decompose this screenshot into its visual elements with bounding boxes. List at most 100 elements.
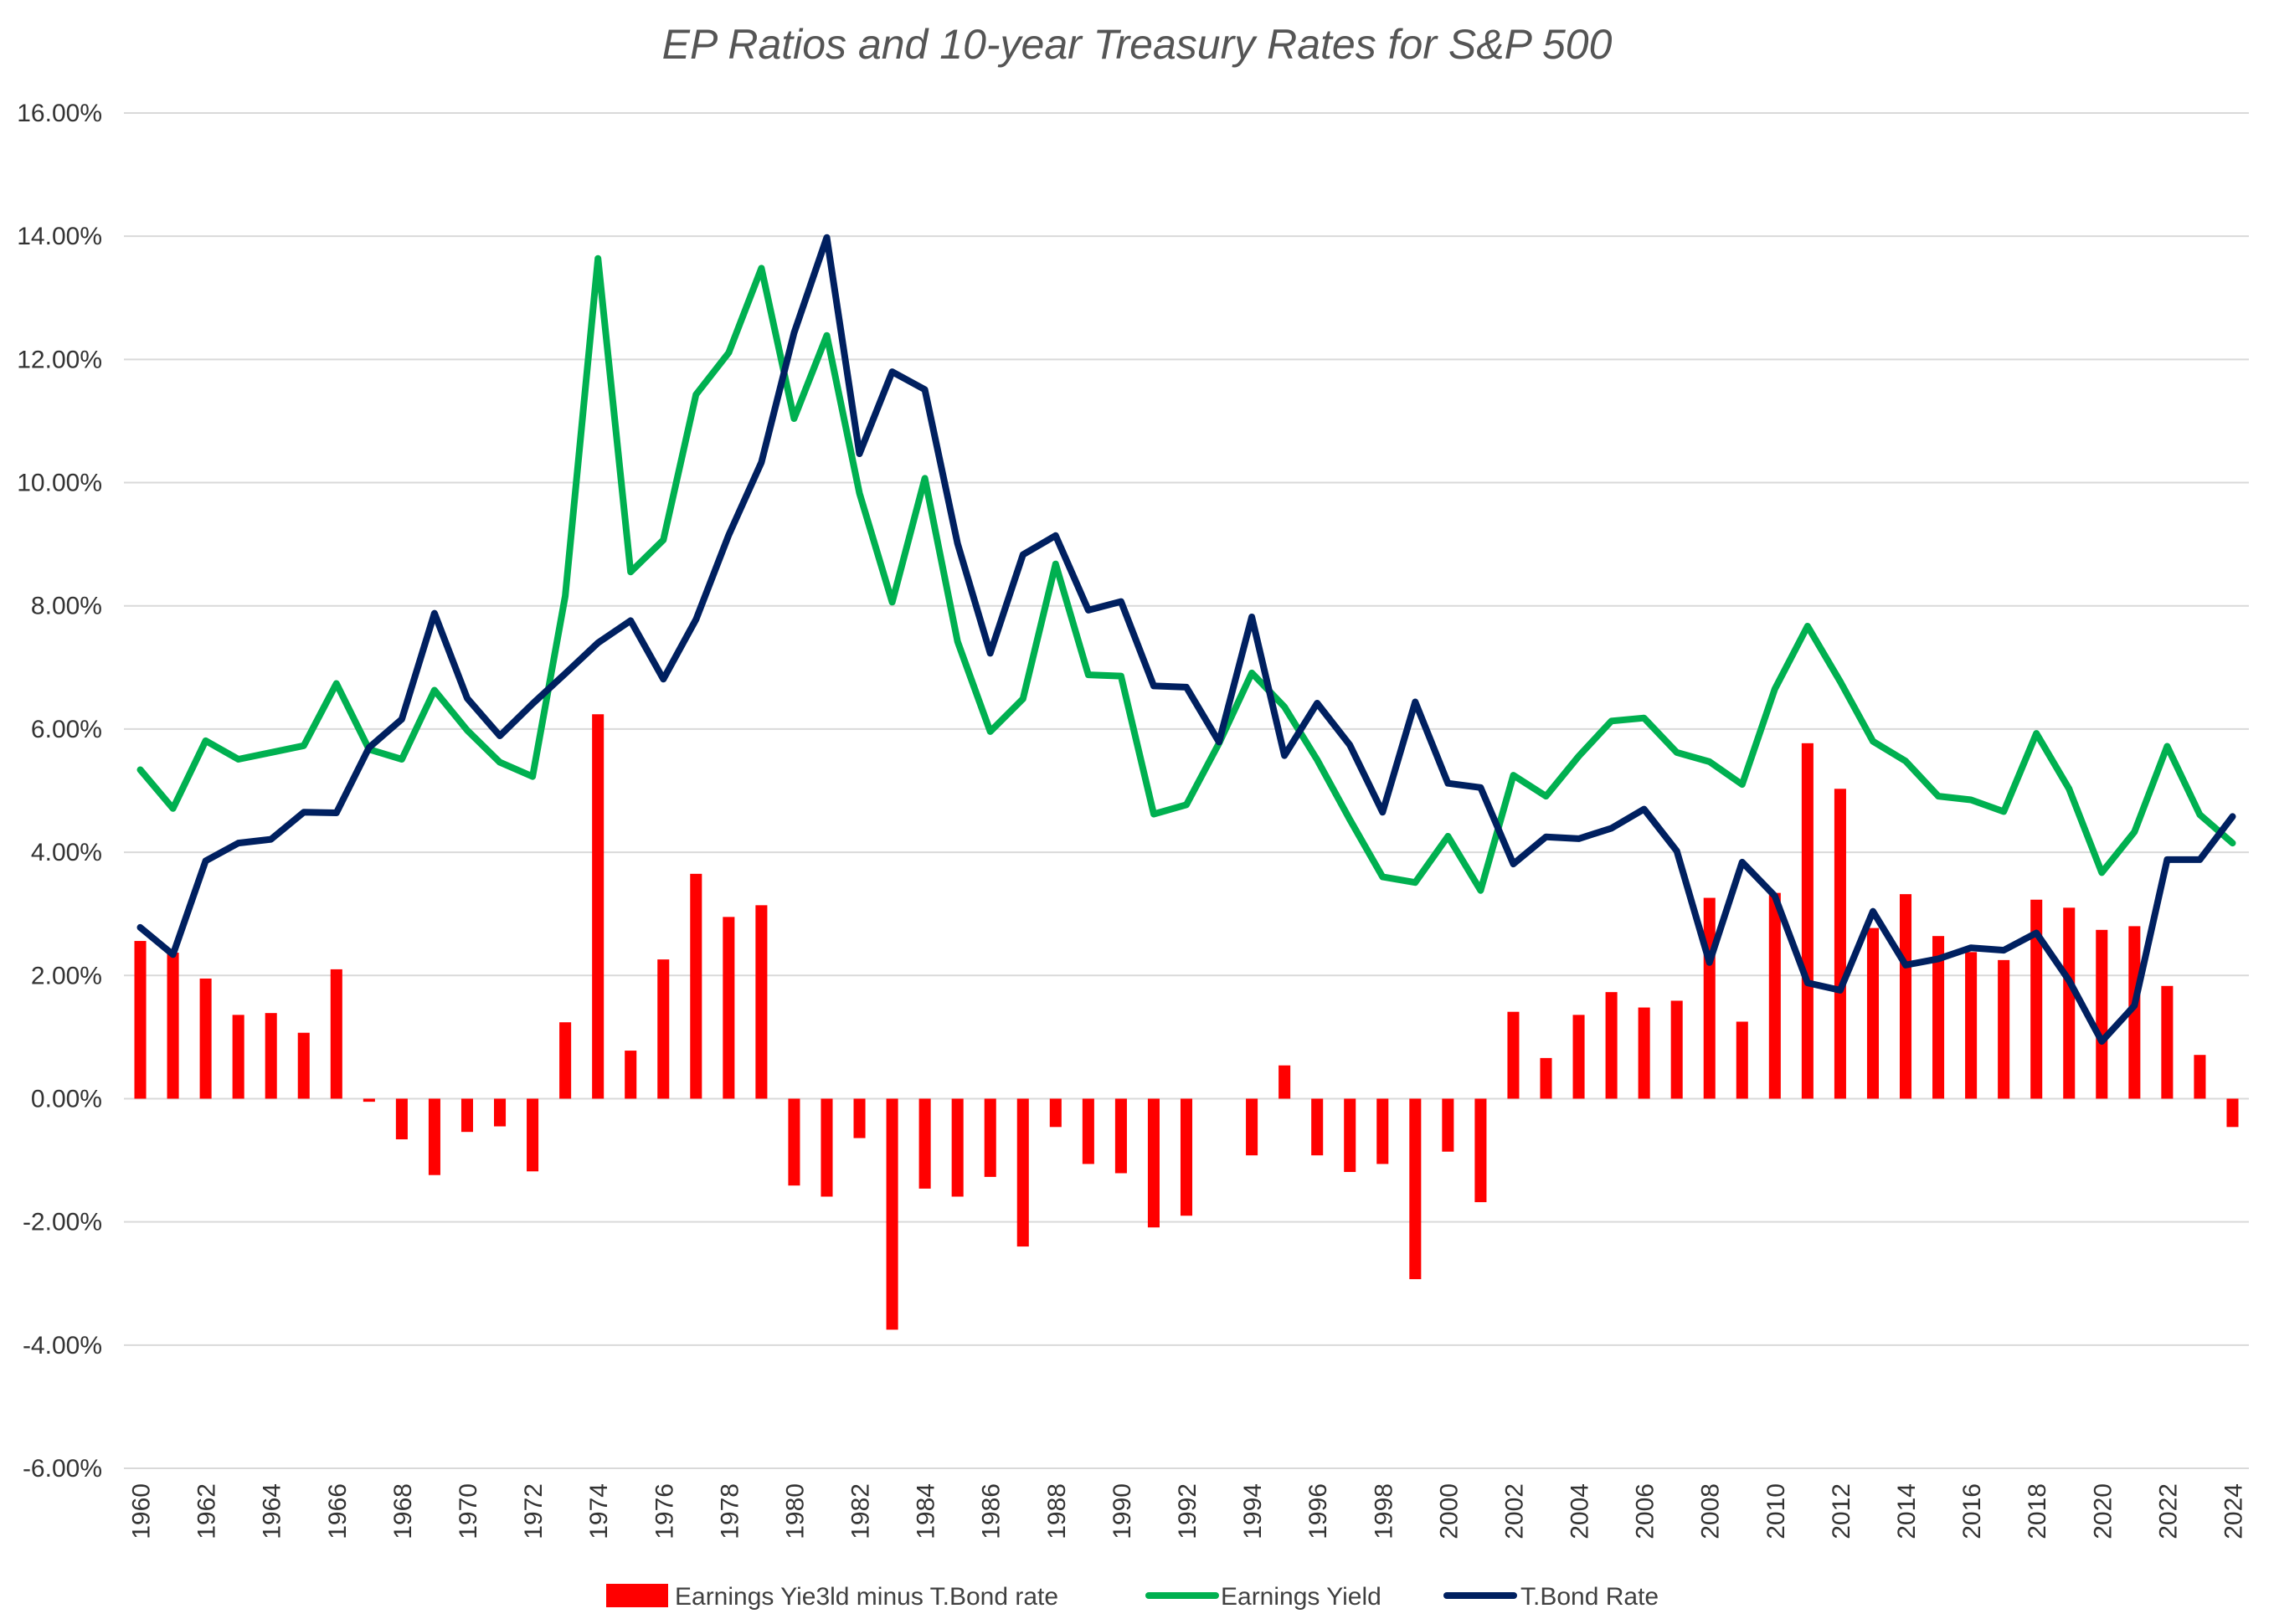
bar-2004 — [1572, 1015, 1585, 1099]
bar-2010 — [1768, 892, 1781, 1099]
x-tick-label: 1990 — [1109, 1483, 1136, 1539]
x-tick-label: 1964 — [259, 1483, 286, 1539]
x-tick-label: 2002 — [1500, 1483, 1528, 1539]
bar-2016 — [1965, 952, 1978, 1099]
bar-series — [134, 714, 2239, 1330]
bar-1980 — [788, 1098, 800, 1186]
bar-1960 — [134, 941, 147, 1099]
bar-2019 — [2063, 907, 2076, 1099]
x-tick-label: 2014 — [1893, 1483, 1921, 1539]
bar-1971 — [494, 1098, 507, 1127]
x-tick-label: 1982 — [847, 1483, 875, 1539]
legend-label: Earnings Yie3ld minus T.Bond rate — [675, 1583, 1058, 1611]
bar-1991 — [1147, 1098, 1160, 1228]
bar-2024 — [2226, 1098, 2239, 1128]
bar-1985 — [951, 1098, 964, 1197]
bar-1989 — [1082, 1098, 1094, 1164]
legend-label: T.Bond Rate — [1520, 1583, 1659, 1611]
x-tick-label: 1998 — [1370, 1483, 1397, 1539]
bar-1996 — [1311, 1098, 1324, 1156]
y-tick-label: 6.00% — [31, 716, 102, 743]
bar-2005 — [1605, 992, 1618, 1099]
chart-title: EP Ratios and 10-year Treasury Rates for… — [662, 21, 1613, 68]
x-tick-label: 2008 — [1697, 1483, 1725, 1539]
x-tick-label: 2018 — [2024, 1483, 2051, 1539]
x-tick-label: 2006 — [1632, 1483, 1659, 1539]
bar-2006 — [1638, 1007, 1650, 1099]
x-tick-label: 1968 — [389, 1483, 417, 1539]
legend: Earnings Yie3ld minus T.Bond rate Earning… — [606, 1583, 1659, 1611]
bar-1984 — [918, 1098, 931, 1189]
bar-2007 — [1670, 1000, 1683, 1099]
bar-1992 — [1180, 1098, 1193, 1216]
bar-1986 — [984, 1098, 996, 1177]
x-tick-label: 1976 — [651, 1483, 678, 1539]
y-axis-tick-labels: 16.00% 14.00% 12.00% 10.00% 8.00% 6.00% 4.00% 2… — [17, 100, 102, 1483]
x-tick-label: 1994 — [1239, 1483, 1267, 1539]
y-tick-label: -6.00% — [23, 1455, 102, 1483]
x-tick-label: 2010 — [1762, 1483, 1790, 1539]
bar-2022 — [2161, 985, 2174, 1099]
x-tick-label: 1962 — [193, 1483, 221, 1539]
bar-1961 — [167, 953, 179, 1099]
bar-2015 — [1932, 936, 1945, 1099]
y-tick-label: 12.00% — [17, 346, 102, 373]
bar-1994 — [1246, 1098, 1258, 1156]
y-tick-label: -2.00% — [23, 1209, 102, 1236]
x-tick-label: 1960 — [128, 1483, 156, 1539]
bar-2001 — [1474, 1098, 1487, 1203]
bar-1995 — [1278, 1065, 1291, 1099]
x-tick-label: 2012 — [1828, 1483, 1855, 1539]
bar-2011 — [1801, 743, 1814, 1099]
bar-1965 — [297, 1032, 310, 1099]
bar-2008 — [1703, 897, 1716, 1099]
x-tick-label: 2000 — [1435, 1483, 1463, 1539]
bar-1977 — [690, 873, 702, 1099]
x-tick-label: 2022 — [2154, 1483, 2182, 1539]
x-tick-label: 1974 — [585, 1483, 613, 1539]
bar-2018 — [2030, 899, 2043, 1099]
bar-2003 — [1540, 1057, 1552, 1099]
bar-1979 — [755, 905, 768, 1099]
x-tick-label: 2004 — [1567, 1483, 1594, 1539]
legend-swatch-bar — [606, 1584, 668, 1607]
y-tick-label: 2.00% — [31, 962, 102, 989]
x-tick-label: 1978 — [716, 1483, 743, 1539]
bar-1997 — [1344, 1098, 1356, 1173]
bar-2000 — [1442, 1098, 1454, 1152]
x-tick-label: 1984 — [913, 1483, 940, 1539]
bar-2009 — [1736, 1021, 1748, 1099]
y-tick-label: 16.00% — [17, 100, 102, 127]
bar-2014 — [1899, 894, 1912, 1099]
bar-1964 — [265, 1013, 277, 1099]
y-tick-label: 8.00% — [31, 593, 102, 620]
x-tick-label: 1992 — [1174, 1483, 1201, 1539]
bar-1998 — [1376, 1098, 1389, 1164]
bar-2021 — [2128, 926, 2141, 1099]
bar-1969 — [428, 1098, 440, 1175]
x-tick-label: 1980 — [781, 1483, 809, 1539]
bar-1972 — [527, 1098, 539, 1172]
bar-1973 — [559, 1022, 572, 1099]
bar-1988 — [1049, 1098, 1062, 1128]
line-earnings-yield — [136, 254, 2236, 894]
bar-1970 — [460, 1098, 474, 1133]
x-tick-label: 1988 — [1043, 1483, 1071, 1539]
x-tick-label: 2016 — [1958, 1483, 1986, 1539]
bar-1975 — [625, 1051, 637, 1099]
x-axis-tick-labels: 1960 1962 1964 1966 1968 1970 1972 1974 1976 1978… — [128, 1483, 2248, 1539]
bar-1978 — [723, 917, 735, 1099]
bar-1982 — [853, 1098, 866, 1138]
bar-1999 — [1409, 1098, 1422, 1280]
bar-2013 — [1866, 928, 1879, 1099]
bar-2020 — [2096, 929, 2108, 1099]
x-tick-label: 1972 — [520, 1483, 548, 1539]
x-tick-label: 1996 — [1304, 1483, 1332, 1539]
y-tick-label: 4.00% — [31, 839, 102, 866]
x-tick-label: 1970 — [455, 1483, 482, 1539]
line-t-bond-rate — [136, 234, 2236, 1045]
x-tick-label: 1986 — [978, 1483, 1006, 1539]
y-tick-label: 0.00% — [31, 1085, 102, 1113]
bar-1967 — [363, 1098, 375, 1102]
